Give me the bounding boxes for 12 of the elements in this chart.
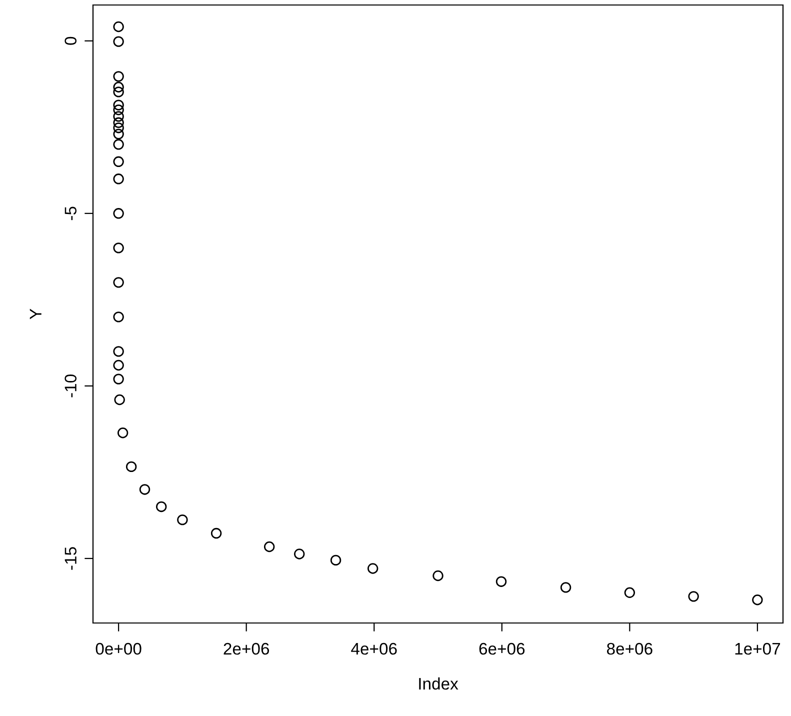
x-axis-title: Index (419, 677, 458, 690)
x-tick-label: 1e+07 (735, 642, 780, 655)
x-tick-label: 8e+06 (606, 642, 652, 655)
x-tick-label: 2e+06 (224, 642, 270, 655)
x-tick-label: 4e+06 (351, 642, 397, 655)
y-tick-label: -10 (64, 374, 77, 398)
y-axis-title: Y (30, 308, 42, 320)
x-tick-label: 6e+06 (479, 642, 525, 655)
y-tick-label: -15 (64, 547, 77, 570)
y-tick-label: -5 (64, 206, 77, 220)
y-tick-label: 0 (64, 36, 77, 45)
x-tick-label: 0e+00 (96, 642, 142, 655)
